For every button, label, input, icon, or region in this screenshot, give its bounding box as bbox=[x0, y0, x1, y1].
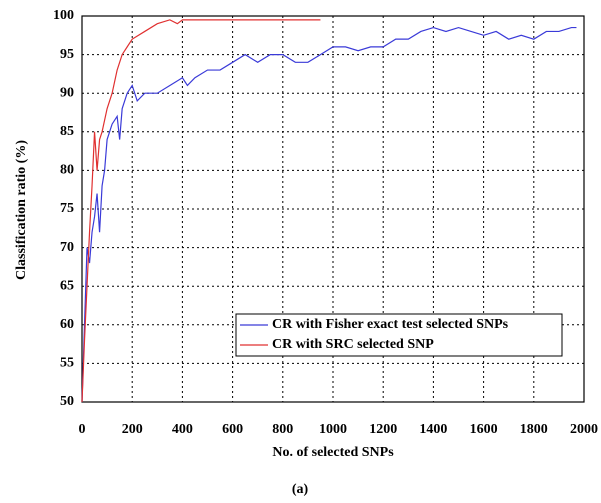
x-tick-label: 1400 bbox=[419, 422, 447, 437]
x-tick-label: 1000 bbox=[319, 422, 347, 437]
y-tick-label: 50 bbox=[60, 394, 74, 409]
x-tick-label: 2000 bbox=[570, 422, 598, 437]
x-tick-label: 1200 bbox=[369, 422, 397, 437]
y-tick-label: 65 bbox=[60, 278, 74, 293]
x-tick-label: 200 bbox=[122, 422, 143, 437]
y-tick-label: 100 bbox=[53, 8, 74, 23]
data-line bbox=[81, 26, 577, 403]
y-tick-label: 95 bbox=[60, 47, 74, 62]
legend-label: CR with Fisher exact test selected SNPs bbox=[272, 317, 509, 332]
y-axis-label: Classification ratio (%) bbox=[14, 140, 29, 280]
y-tick-label: 55 bbox=[60, 356, 74, 371]
y-tick-label: 80 bbox=[60, 163, 74, 178]
x-tick-label: 800 bbox=[272, 422, 293, 437]
x-tick-label: 0 bbox=[79, 422, 86, 437]
data-line bbox=[81, 19, 321, 403]
y-tick-label: 60 bbox=[60, 317, 74, 332]
y-tick-label: 90 bbox=[60, 85, 74, 100]
legend-label: CR with SRC selected SNP bbox=[272, 337, 434, 352]
y-tick-label: 85 bbox=[60, 124, 74, 139]
x-tick-label: 600 bbox=[222, 422, 243, 437]
caption: (a) bbox=[292, 482, 309, 497]
y-tick-label: 75 bbox=[60, 201, 74, 216]
plot-frame bbox=[81, 15, 585, 403]
y-tick-label: 70 bbox=[60, 240, 74, 255]
x-tick-label: 1800 bbox=[520, 422, 548, 437]
x-tick-label: 400 bbox=[172, 422, 193, 437]
x-axis-label: No. of selected SNPs bbox=[272, 445, 394, 460]
legend-box bbox=[235, 313, 563, 357]
x-tick-label: 1600 bbox=[470, 422, 498, 437]
